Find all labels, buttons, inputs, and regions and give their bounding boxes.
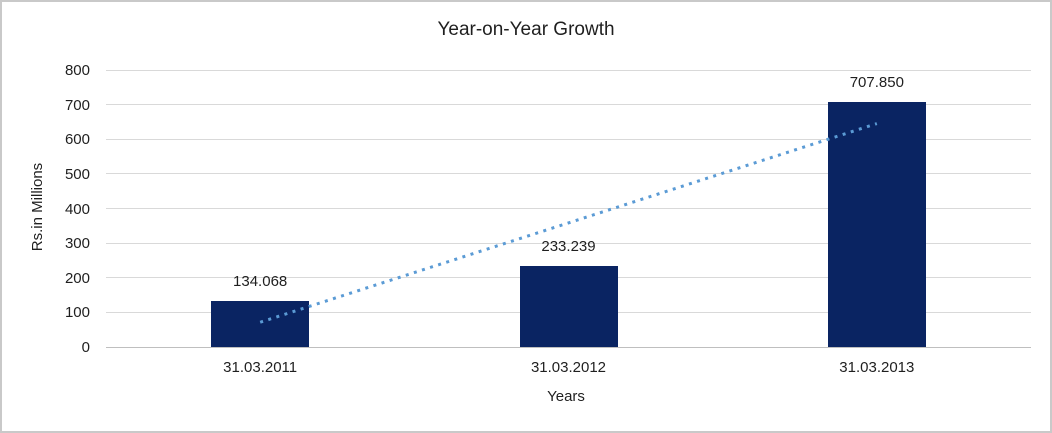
- bar: [827, 101, 926, 347]
- data-label: 233.239: [541, 238, 596, 256]
- chart-title: Year-on-Year Growth: [437, 19, 615, 40]
- bar: [519, 266, 618, 347]
- y-tick-label: 700: [64, 96, 90, 114]
- x-axis-title: Years: [547, 388, 585, 405]
- y-tick-label: 600: [64, 131, 90, 149]
- y-tick-label: 300: [64, 235, 90, 253]
- x-tick-label: 31.03.2012: [530, 359, 607, 376]
- x-tick-label: 31.03.2013: [839, 359, 915, 376]
- y-tick-label: 800: [64, 62, 90, 79]
- y-tick-label: 400: [64, 200, 90, 218]
- y-tick-label: 100: [64, 304, 90, 322]
- data-label: 707.850: [849, 73, 904, 91]
- x-tick-label: 31.03.2011: [223, 359, 298, 376]
- data-label: 134.068: [233, 272, 288, 290]
- y-tick-label: 200: [64, 269, 90, 287]
- y-tick-label: 0: [81, 339, 90, 356]
- y-tick-label: 500: [64, 165, 90, 183]
- bar: [211, 300, 310, 347]
- x-axis-line: [106, 346, 1031, 348]
- gridline: [106, 104, 1031, 106]
- gridline: [106, 69, 1031, 71]
